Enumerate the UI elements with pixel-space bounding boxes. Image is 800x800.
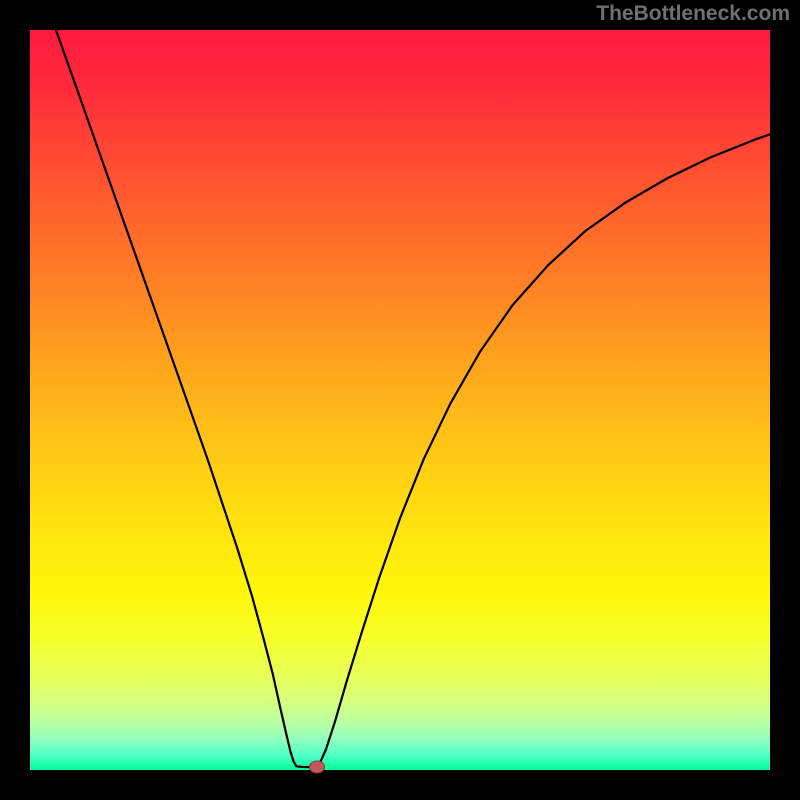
optimal-point-marker — [309, 761, 325, 774]
bottleneck-curve — [30, 30, 770, 770]
plot-area — [30, 30, 770, 770]
chart-root: TheBottleneck.com — [0, 0, 800, 800]
watermark-text: TheBottleneck.com — [596, 2, 790, 26]
